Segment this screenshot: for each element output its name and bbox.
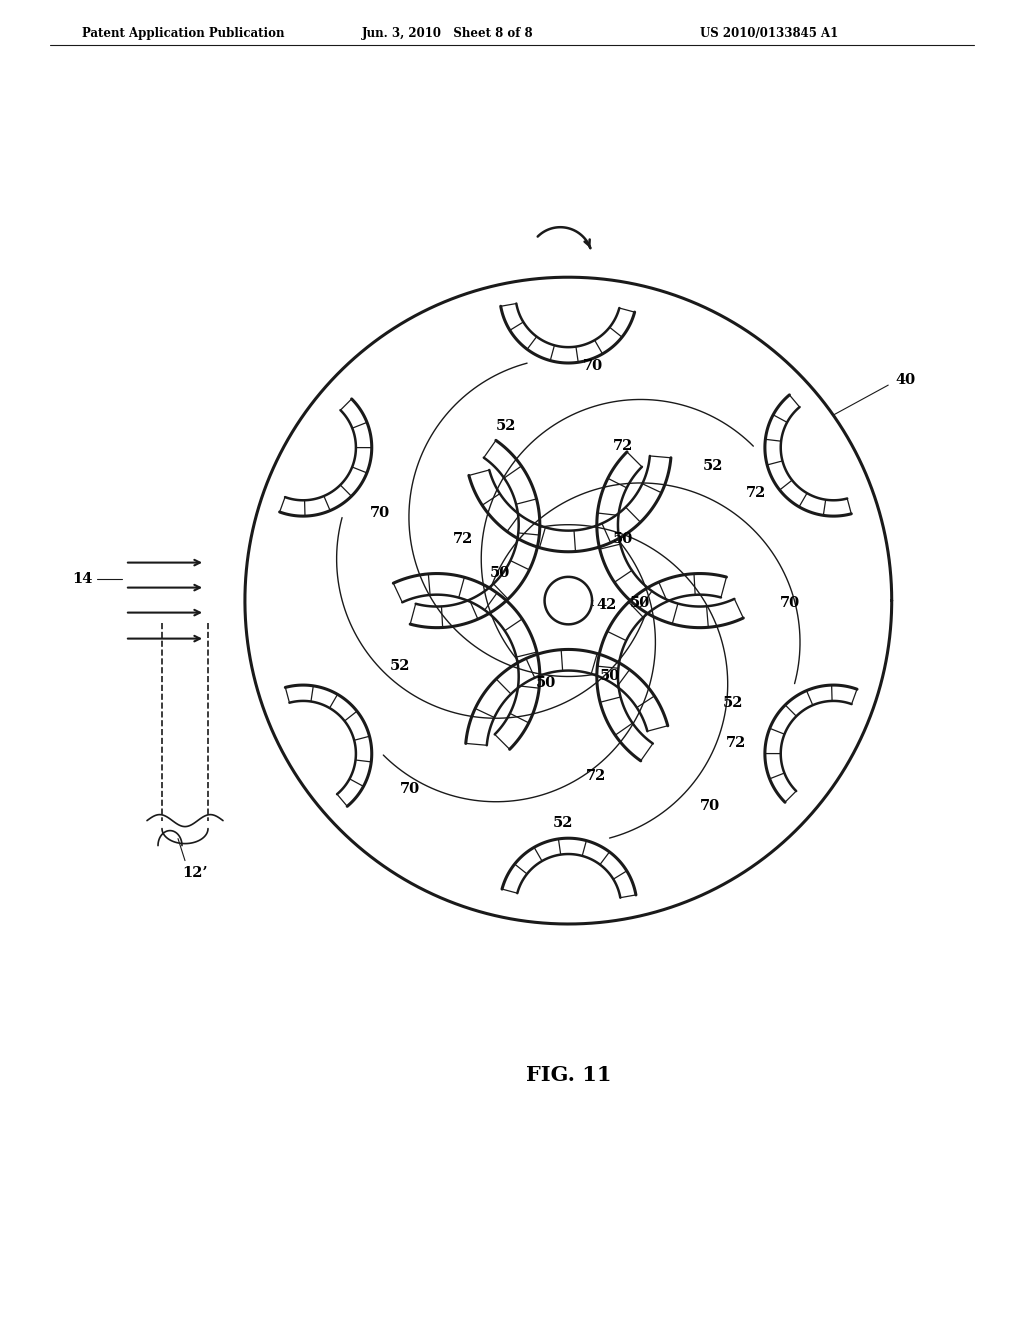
Text: 70: 70 bbox=[371, 506, 390, 520]
Text: 70: 70 bbox=[584, 359, 603, 372]
Text: 50: 50 bbox=[613, 532, 634, 545]
Text: 72: 72 bbox=[586, 768, 606, 783]
Text: 70: 70 bbox=[400, 781, 421, 796]
Text: 52: 52 bbox=[553, 816, 573, 829]
Text: 40: 40 bbox=[895, 374, 915, 387]
Text: Patent Application Publication: Patent Application Publication bbox=[82, 26, 285, 40]
Text: 72: 72 bbox=[454, 532, 473, 545]
Text: 70: 70 bbox=[780, 595, 801, 610]
Text: 50: 50 bbox=[600, 669, 621, 682]
Polygon shape bbox=[545, 577, 592, 624]
Text: 12’: 12’ bbox=[182, 866, 208, 879]
Text: FIG. 11: FIG. 11 bbox=[525, 1065, 611, 1085]
Text: 52: 52 bbox=[723, 696, 743, 710]
Text: 50: 50 bbox=[490, 565, 510, 579]
Text: 70: 70 bbox=[700, 799, 720, 813]
Text: 14: 14 bbox=[72, 572, 92, 586]
Text: 52: 52 bbox=[703, 458, 724, 473]
Text: Jun. 3, 2010   Sheet 8 of 8: Jun. 3, 2010 Sheet 8 of 8 bbox=[362, 26, 534, 40]
Text: 52: 52 bbox=[390, 659, 411, 673]
Text: 52: 52 bbox=[496, 418, 516, 433]
Text: 72: 72 bbox=[746, 486, 767, 499]
Text: 50: 50 bbox=[537, 676, 556, 689]
Text: 72: 72 bbox=[726, 735, 746, 750]
Text: 72: 72 bbox=[613, 438, 634, 453]
Text: 42: 42 bbox=[596, 598, 616, 611]
Text: US 2010/0133845 A1: US 2010/0133845 A1 bbox=[700, 26, 839, 40]
Text: 50: 50 bbox=[630, 595, 650, 610]
